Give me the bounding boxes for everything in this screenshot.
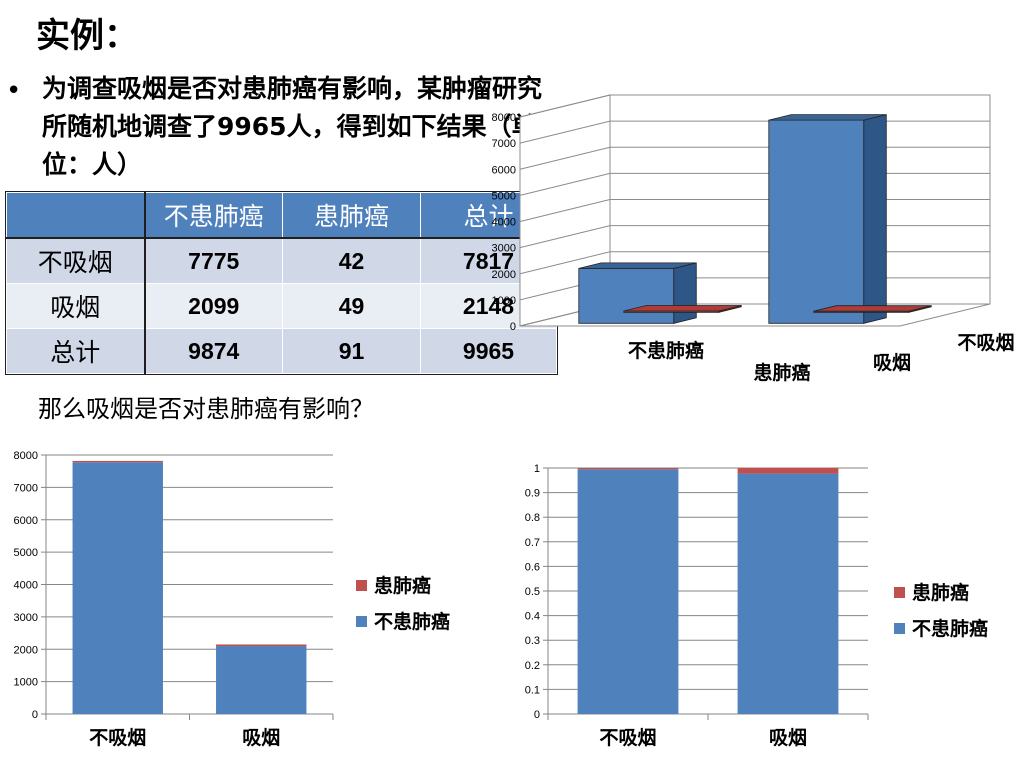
category-label: 吸烟 bbox=[769, 726, 807, 749]
y-tick-label: 0.7 bbox=[525, 537, 540, 549]
category-label: 不吸烟 bbox=[599, 726, 656, 749]
table-cell: 7775 bbox=[144, 237, 283, 284]
y-tick-label: 0.2 bbox=[525, 660, 540, 672]
y-tick-label: 1000 bbox=[14, 677, 38, 689]
gridline bbox=[519, 94, 611, 118]
y-tick-label: 1 bbox=[534, 463, 540, 475]
legend-label: 不患肺癌 bbox=[374, 610, 450, 633]
bar-3d-top bbox=[623, 305, 742, 312]
question-text: 那么吸烟是否对患肺癌有影响？ bbox=[38, 395, 374, 423]
gridline bbox=[519, 146, 611, 170]
slide-title: 实例： bbox=[36, 16, 138, 56]
y-tick-label: 5000 bbox=[492, 190, 516, 202]
y-tick-label: 7000 bbox=[14, 482, 38, 494]
y-tick-label: 3000 bbox=[14, 612, 38, 624]
gridline bbox=[519, 225, 611, 249]
y-tick-label: 0 bbox=[32, 709, 38, 721]
bar-3d-top bbox=[768, 114, 887, 121]
y-tick-label: 0.9 bbox=[525, 488, 540, 500]
y-tick-label: 0 bbox=[534, 709, 540, 721]
y-tick-label: 7000 bbox=[492, 138, 516, 150]
table-cell: 91 bbox=[282, 328, 421, 374]
table-header-cell bbox=[6, 192, 146, 239]
gridline bbox=[519, 172, 611, 196]
legend-swatch bbox=[894, 623, 905, 634]
category-label: 吸烟 bbox=[242, 726, 280, 749]
y-tick-label: 4000 bbox=[14, 580, 38, 592]
y-tick-label: 6000 bbox=[492, 164, 516, 176]
y-tick-label: 2000 bbox=[492, 269, 516, 281]
y-tick-label: 0.5 bbox=[525, 586, 540, 598]
bar-3d-top bbox=[813, 305, 932, 312]
category-label: 不吸烟 bbox=[89, 726, 146, 749]
bar-segment bbox=[216, 646, 307, 714]
table-row: 总计 9874 91 9965 bbox=[6, 328, 557, 374]
table-header-row: 不患肺癌 患肺癌 总计 bbox=[6, 192, 557, 239]
bar-segment bbox=[577, 469, 679, 714]
depth-label: 患肺癌 bbox=[753, 361, 810, 384]
bar-3d-top bbox=[578, 262, 697, 269]
intro-text: 为调查吸烟是否对患肺癌有影响，某肿瘤研究所随机地调查了9965人，得到如下结果（… bbox=[42, 74, 543, 179]
y-tick-label: 1000 bbox=[492, 295, 516, 307]
y-tick-label: 3000 bbox=[492, 243, 516, 255]
table-header-cell: 不患肺癌 bbox=[144, 192, 283, 239]
data-table: 不患肺癌 患肺癌 总计 不吸烟 7775 42 7817 吸烟 2099 49 … bbox=[5, 191, 558, 375]
table-cell: 9965 bbox=[420, 328, 557, 374]
table-header-cell: 患肺癌 bbox=[282, 192, 421, 239]
legend-label: 不患肺癌 bbox=[912, 617, 988, 640]
bullet-marker: • bbox=[6, 76, 22, 106]
y-tick-label: 0.8 bbox=[525, 512, 540, 524]
table-cell: 2099 bbox=[144, 283, 283, 329]
gridline bbox=[519, 251, 611, 275]
y-tick-label: 0.1 bbox=[525, 684, 540, 696]
category-label: 吸烟 bbox=[873, 351, 911, 374]
y-tick-label: 0 bbox=[510, 321, 516, 333]
depth-label: 不患肺癌 bbox=[628, 339, 704, 362]
table-row-header: 不吸烟 bbox=[6, 237, 146, 284]
y-tick-label: 0.3 bbox=[525, 635, 540, 647]
table-cell: 42 bbox=[282, 237, 421, 284]
bar-segment bbox=[72, 460, 163, 463]
gridline bbox=[519, 199, 611, 222]
bar-segment bbox=[737, 468, 839, 474]
y-tick-label: 0.4 bbox=[525, 611, 540, 623]
y-tick-label: 6000 bbox=[14, 515, 38, 527]
table-cell: 49 bbox=[282, 283, 421, 329]
legend-swatch bbox=[356, 580, 367, 591]
bar-segment bbox=[72, 462, 163, 714]
legend-swatch bbox=[356, 616, 367, 627]
table-row: 不吸烟 7775 42 7817 bbox=[6, 237, 557, 284]
table-row-header: 吸烟 bbox=[6, 283, 146, 329]
legend-swatch bbox=[894, 587, 905, 598]
y-tick-label: 4000 bbox=[492, 217, 516, 229]
y-tick-label: 8000 bbox=[492, 112, 516, 124]
y-tick-label: 0.6 bbox=[525, 561, 540, 573]
bar-segment bbox=[577, 468, 679, 470]
gridline bbox=[519, 120, 611, 144]
legend-label: 患肺癌 bbox=[374, 574, 431, 597]
y-tick-label: 8000 bbox=[14, 450, 38, 462]
y-tick-label: 5000 bbox=[14, 547, 38, 559]
category-label: 不吸烟 bbox=[957, 331, 1014, 354]
table-row-header: 总计 bbox=[6, 328, 146, 374]
y-tick-label: 2000 bbox=[14, 644, 38, 656]
legend-label: 患肺癌 bbox=[912, 581, 969, 604]
bar-segment bbox=[216, 644, 307, 647]
bar-segment bbox=[737, 473, 839, 714]
